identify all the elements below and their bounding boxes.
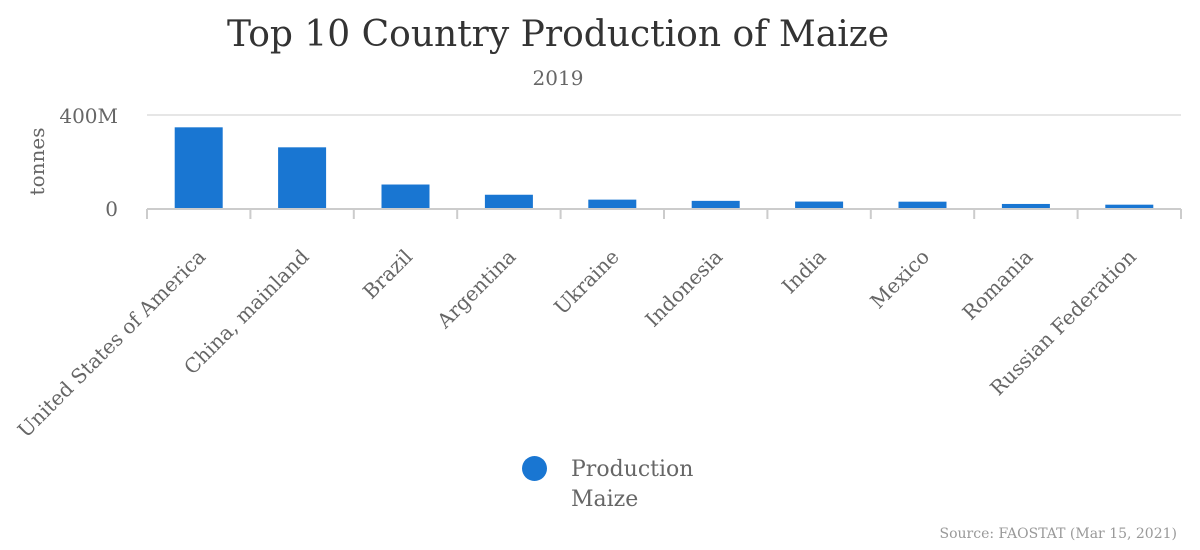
y-axis-title: tonnes — [25, 128, 49, 196]
bar — [1105, 204, 1154, 208]
x-axis — [146, 208, 1182, 219]
x-tick-label: Argentina — [432, 245, 521, 334]
chart-title: Top 10 Country Production of Maize — [226, 14, 889, 55]
bar — [278, 147, 327, 208]
x-tick-label: India — [777, 245, 831, 299]
bar — [795, 201, 844, 208]
bar — [898, 201, 947, 208]
chart-subtitle: 2019 — [532, 66, 584, 90]
y-tick-label: 0 — [105, 197, 118, 221]
x-tick-label: Brazil — [358, 245, 417, 304]
bar — [381, 184, 430, 208]
bar — [174, 127, 223, 208]
bar — [484, 194, 533, 208]
legend-marker-icon[interactable] — [522, 456, 547, 481]
legend: Production Maize — [522, 455, 721, 515]
bars — [174, 127, 1154, 208]
x-tick-label: United States of America — [13, 245, 211, 443]
bar — [1001, 203, 1050, 208]
x-tick-label: Mexico — [865, 245, 934, 314]
bar — [691, 200, 740, 208]
legend-label[interactable]: Production Maize — [571, 457, 694, 512]
source-credit: Source: FAOSTAT (Mar 15, 2021) — [939, 526, 1178, 542]
x-tick-label: Ukraine — [549, 245, 624, 320]
y-tick-label: 400M — [59, 104, 118, 128]
bar — [588, 199, 637, 208]
x-tick-label: Romania — [957, 245, 1037, 325]
x-tick-label: Indonesia — [640, 245, 727, 332]
